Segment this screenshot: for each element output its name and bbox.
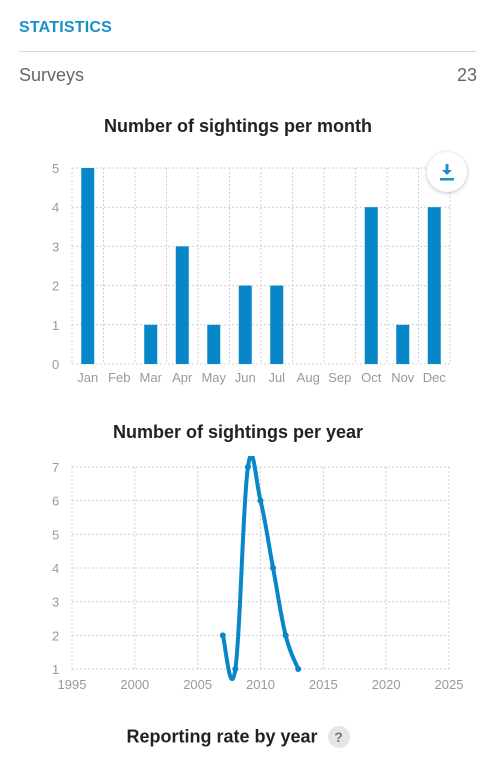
bar-oct <box>364 207 378 364</box>
x-tick-label: Jun <box>235 370 256 385</box>
y-tick-label: 7 <box>52 460 59 475</box>
y-tick-label: 1 <box>52 318 59 333</box>
x-tick-label: Apr <box>172 370 193 385</box>
heading-divider <box>19 51 476 52</box>
data-point <box>295 666 302 672</box>
x-tick-label: 2025 <box>435 677 464 692</box>
bar-mar <box>144 324 158 364</box>
y-tick-label: 3 <box>52 239 59 254</box>
reporting-rate-row: Reporting rate by year? <box>0 726 476 752</box>
help-icon[interactable]: ? <box>327 726 350 748</box>
x-tick-label: Jan <box>77 370 98 385</box>
x-tick-label: 2020 <box>372 677 401 692</box>
y-tick-label: 6 <box>52 494 59 509</box>
y-tick-label: 2 <box>52 628 59 643</box>
surveys-row: Surveys 23 <box>19 65 477 89</box>
download-button[interactable] <box>427 152 467 192</box>
bar-jul <box>270 285 284 364</box>
x-tick-label: Oct <box>361 370 382 385</box>
y-tick-label: 5 <box>52 527 59 542</box>
surveys-label: Surveys <box>19 65 85 85</box>
bar-jun <box>238 285 252 364</box>
bar-apr <box>175 246 189 364</box>
bar-jan <box>81 168 95 364</box>
month-chart-title: Number of sightings per month <box>104 116 372 136</box>
x-tick-label: Sep <box>328 370 351 385</box>
data-point <box>219 632 226 639</box>
bar-nov <box>396 324 410 364</box>
x-tick-label: May <box>201 370 226 385</box>
data-point <box>282 632 289 639</box>
x-tick-label: Nov <box>391 370 415 385</box>
x-tick-label: 2000 <box>120 677 149 692</box>
reporting-rate-title: Reporting rate by year <box>126 726 318 747</box>
y-tick-label: 4 <box>52 561 59 576</box>
x-tick-label: 2005 <box>183 677 212 692</box>
y-tick-label: 0 <box>52 357 59 372</box>
x-tick-label: Jul <box>268 370 285 385</box>
year-line-chart: 1 2 3 4 5 6 7 1995 2000 2005 2010 2015 2020 2025 <box>52 456 464 692</box>
x-tick-label: 1995 <box>58 677 87 692</box>
surveys-count: 23 <box>456 65 477 85</box>
y-tick-label: 1 <box>52 662 59 677</box>
x-tick-label: Feb <box>108 370 130 385</box>
data-point <box>257 497 264 504</box>
bar-may <box>207 324 221 364</box>
data-point <box>270 565 277 571</box>
download-icon <box>440 164 454 181</box>
bar-dec <box>427 207 441 364</box>
y-tick-label: 5 <box>52 161 59 176</box>
month-bar-chart: 0 1 2 3 4 5 Jan Feb Mar Apr May Jun Jul Aug Sep Oct Nov D… <box>52 161 451 385</box>
y-tick-label: 2 <box>52 279 59 294</box>
x-tick-label: 2015 <box>309 677 338 692</box>
data-point <box>244 464 251 470</box>
x-tick-label: 2010 <box>246 677 275 692</box>
y-tick-label: 3 <box>52 595 59 610</box>
statistics-heading: STATISTICS <box>19 19 112 36</box>
data-point <box>232 666 239 672</box>
x-tick-label: Aug <box>297 370 320 385</box>
x-tick-label: Mar <box>140 370 163 385</box>
x-tick-label: Dec <box>423 370 447 385</box>
year-chart-title: Number of sightings per year <box>112 422 364 442</box>
y-tick-label: 4 <box>52 200 59 215</box>
